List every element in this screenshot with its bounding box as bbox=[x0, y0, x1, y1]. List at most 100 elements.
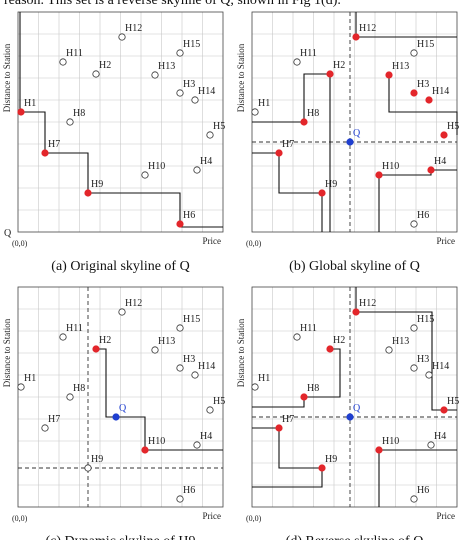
point bbox=[352, 308, 360, 316]
point bbox=[425, 96, 433, 104]
point bbox=[318, 189, 326, 197]
point bbox=[66, 118, 74, 126]
point-label: H13 bbox=[158, 336, 175, 347]
point bbox=[375, 171, 383, 179]
point-label: H8 bbox=[73, 108, 85, 119]
point bbox=[251, 108, 259, 116]
point bbox=[275, 149, 283, 157]
point-label: H12 bbox=[125, 298, 142, 309]
point-label: H10 bbox=[148, 161, 165, 172]
point bbox=[176, 495, 184, 503]
point-label: H4 bbox=[200, 156, 212, 167]
panel-frame bbox=[17, 11, 224, 233]
point-label: H4 bbox=[434, 156, 446, 167]
point bbox=[141, 446, 149, 454]
point-label: H14 bbox=[198, 361, 215, 372]
point-label: H3 bbox=[183, 354, 195, 365]
point-label: H12 bbox=[359, 23, 376, 34]
y-axis-label: Distance to Station bbox=[2, 43, 12, 112]
point bbox=[375, 446, 383, 454]
point-label: H7 bbox=[282, 139, 294, 150]
point bbox=[59, 58, 67, 66]
point-label: H10 bbox=[148, 436, 165, 447]
y-axis-label: Distance to Station bbox=[236, 318, 246, 387]
point-label: H9 bbox=[91, 179, 103, 190]
point bbox=[176, 49, 184, 57]
caption: (d) Reverse skyline of Q bbox=[286, 534, 424, 540]
caption: (b) Global skyline of Q bbox=[289, 259, 420, 274]
point bbox=[176, 220, 184, 228]
point-label: H1 bbox=[258, 98, 270, 109]
point-label: H1 bbox=[258, 373, 270, 384]
point bbox=[326, 70, 334, 78]
skyline-line bbox=[252, 152, 323, 232]
point bbox=[293, 333, 301, 341]
point bbox=[326, 345, 334, 353]
point bbox=[191, 371, 199, 379]
point-label: H5 bbox=[447, 121, 459, 132]
point-label: H8 bbox=[307, 383, 319, 394]
point bbox=[410, 220, 418, 228]
origin-label: (0,0) bbox=[12, 514, 28, 523]
point-label: H12 bbox=[125, 23, 142, 34]
point-label: H3 bbox=[417, 79, 429, 90]
point-label: H14 bbox=[432, 361, 449, 372]
skyline-line bbox=[252, 427, 323, 488]
point-label: H11 bbox=[66, 323, 83, 334]
point-label: H14 bbox=[432, 86, 449, 97]
point-label: H14 bbox=[198, 86, 215, 97]
point bbox=[84, 189, 92, 197]
point bbox=[346, 138, 354, 146]
point-label: H15 bbox=[183, 39, 200, 50]
point-label: H3 bbox=[183, 79, 195, 90]
point bbox=[84, 464, 92, 472]
point bbox=[206, 406, 214, 414]
point bbox=[193, 166, 201, 174]
point-label: H5 bbox=[213, 396, 225, 407]
point bbox=[385, 346, 393, 354]
point bbox=[141, 171, 149, 179]
point-label: H6 bbox=[417, 485, 429, 496]
point bbox=[92, 345, 100, 353]
point-label: H13 bbox=[158, 61, 175, 72]
point-label: H2 bbox=[99, 335, 111, 346]
point-label: H6 bbox=[183, 210, 195, 221]
point-label: H3 bbox=[417, 354, 429, 365]
point bbox=[118, 33, 126, 41]
point-label: H15 bbox=[417, 39, 434, 50]
point-label: H2 bbox=[333, 60, 345, 71]
point bbox=[425, 371, 433, 379]
point-label: H2 bbox=[99, 60, 111, 71]
point-label: Q bbox=[353, 128, 361, 139]
point bbox=[206, 131, 214, 139]
point-label: H7 bbox=[48, 139, 60, 150]
point bbox=[346, 413, 354, 421]
point bbox=[151, 71, 159, 79]
point-label: Q bbox=[353, 403, 361, 414]
point bbox=[410, 495, 418, 503]
point bbox=[251, 383, 259, 391]
point bbox=[300, 393, 308, 401]
point bbox=[385, 71, 393, 79]
query-label: Q bbox=[4, 228, 12, 239]
x-axis-label: Price bbox=[437, 236, 456, 246]
point bbox=[410, 49, 418, 57]
point-label: H10 bbox=[382, 436, 399, 447]
point bbox=[410, 324, 418, 332]
point bbox=[293, 58, 301, 66]
origin-label: (0,0) bbox=[246, 239, 262, 248]
point-label: H10 bbox=[382, 161, 399, 172]
point-label: H8 bbox=[73, 383, 85, 394]
point bbox=[112, 413, 120, 421]
point bbox=[151, 346, 159, 354]
point bbox=[176, 324, 184, 332]
caption: (c) Dynamic skyline of H9 bbox=[45, 534, 195, 540]
point-label: H6 bbox=[183, 485, 195, 496]
point bbox=[318, 464, 326, 472]
point bbox=[275, 424, 283, 432]
skyline-line bbox=[96, 348, 223, 451]
point bbox=[176, 364, 184, 372]
point-label: H15 bbox=[417, 314, 434, 325]
